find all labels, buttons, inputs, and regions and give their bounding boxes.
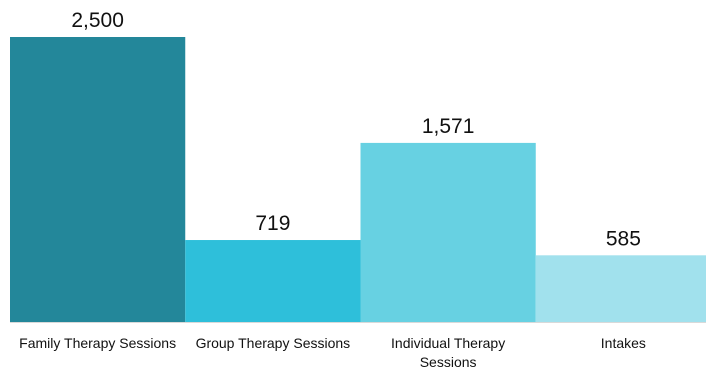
value-labels-group: 2,500 719 1,571 585 bbox=[71, 9, 641, 250]
bars-group bbox=[10, 37, 706, 322]
bar-4 bbox=[535, 255, 706, 322]
category-labels-group: Family Therapy Sessions Group Therapy Ses… bbox=[19, 335, 646, 370]
category-label-3-line-2: Sessions bbox=[420, 354, 477, 370]
category-label-2: Group Therapy Sessions bbox=[196, 335, 351, 351]
bar-3 bbox=[360, 142, 536, 322]
category-label-3-line-1: Individual Therapy bbox=[391, 335, 505, 351]
bar-2 bbox=[185, 240, 361, 322]
data-label-1: 2,500 bbox=[71, 9, 124, 32]
data-label-2: 719 bbox=[255, 212, 290, 235]
bar-1 bbox=[10, 37, 186, 322]
data-label-3: 1,571 bbox=[422, 115, 475, 138]
data-label-4: 585 bbox=[606, 227, 641, 250]
category-label-1: Family Therapy Sessions bbox=[19, 335, 176, 351]
category-label-4: Intakes bbox=[601, 335, 646, 351]
